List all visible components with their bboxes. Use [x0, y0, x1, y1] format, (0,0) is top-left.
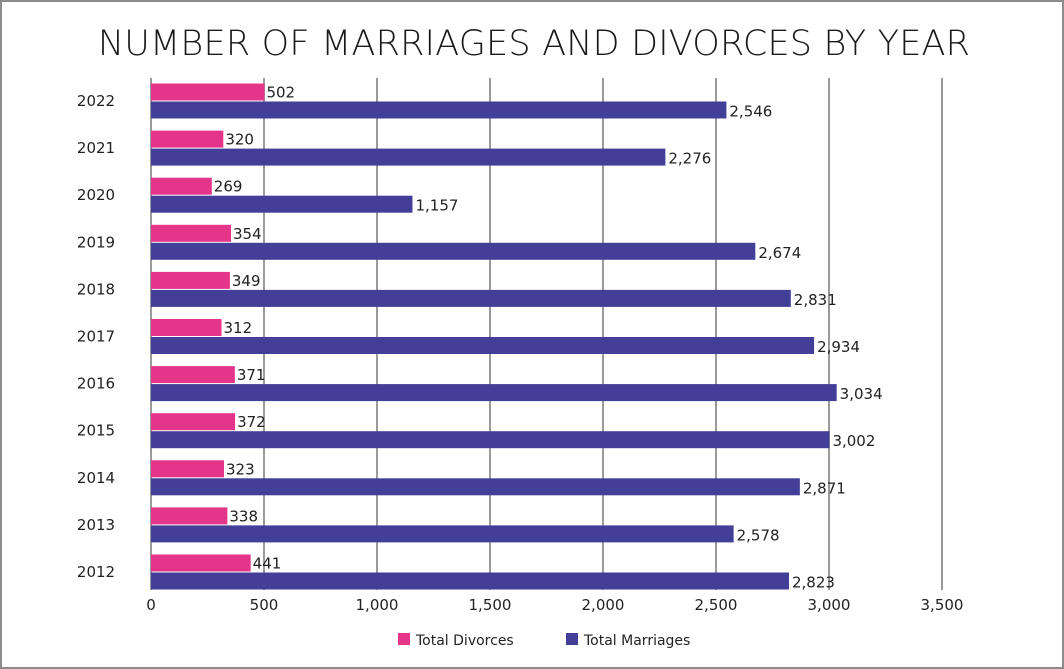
x-tick-label: 2,000	[582, 596, 625, 614]
data-label-divorces: 371	[237, 366, 266, 384]
bar-total-divorces	[151, 83, 265, 101]
legend-label: Total Divorces	[415, 633, 514, 649]
x-tick-label: 1,500	[469, 596, 512, 614]
data-label-divorces: 354	[233, 225, 262, 243]
data-label-divorces: 323	[226, 460, 255, 478]
bar-total-marriages	[151, 101, 727, 119]
bar-total-divorces	[151, 507, 228, 525]
bar-total-divorces	[151, 413, 236, 431]
data-label-divorces: 502	[266, 84, 295, 102]
x-tick-label: 3,500	[921, 596, 964, 614]
bar-total-marriages	[151, 148, 666, 166]
bar-total-divorces	[151, 130, 224, 148]
x-tick-label: 1,000	[356, 596, 399, 614]
legend-label: Total Marriages	[583, 633, 690, 649]
data-label-divorces: 338	[229, 507, 258, 525]
y-tick-label: 2014	[77, 469, 115, 487]
bar-total-marriages	[151, 478, 800, 496]
y-tick-label: 2016	[77, 375, 115, 393]
data-label-marriages: 3,002	[832, 432, 875, 450]
bars	[151, 83, 837, 590]
bar-total-divorces	[151, 460, 224, 478]
data-label-marriages: 2,871	[803, 479, 846, 497]
data-labels: 502 2,546 320 2,276 269 1,157 354 2,674 349 2,831…	[214, 84, 883, 592]
x-tick-label: 0	[146, 596, 156, 614]
data-label-marriages: 2,578	[737, 526, 780, 544]
y-tick-label: 2019	[77, 233, 115, 251]
bar-total-divorces	[151, 271, 230, 289]
data-label-divorces: 349	[232, 272, 261, 290]
legend-swatch	[398, 633, 410, 645]
bar-total-divorces	[151, 366, 235, 384]
bar-total-divorces	[151, 177, 212, 195]
bar-total-marriages	[151, 384, 837, 402]
y-tick-label: 2012	[77, 563, 115, 581]
x-tick-label: 500	[250, 596, 279, 614]
y-tick-label: 2020	[77, 186, 115, 204]
data-label-divorces: 312	[224, 319, 253, 337]
bar-total-marriages	[151, 572, 789, 590]
y-tick-label: 2018	[77, 280, 115, 298]
x-tick-label: 2,500	[695, 596, 738, 614]
bar-total-marriages	[151, 337, 815, 354]
bar-total-marriages	[151, 195, 413, 213]
data-label-divorces: 372	[237, 413, 266, 431]
data-label-marriages: 2,546	[729, 103, 772, 121]
y-tick-label: 2017	[77, 328, 115, 346]
legend: Total Divorces Total Marriages	[398, 633, 690, 649]
data-label-marriages: 2,831	[794, 291, 837, 309]
x-axis-tick-labels: 0 500 1,000 1,500 2,000 2,500 3,000 3,500	[146, 596, 963, 614]
y-tick-label: 2021	[77, 139, 115, 157]
bar-total-marriages	[151, 525, 734, 543]
data-label-marriages: 2,934	[817, 338, 860, 356]
bar-total-marriages	[151, 289, 791, 307]
bar-total-divorces	[151, 224, 232, 242]
bar-total-marriages	[151, 242, 756, 260]
y-axis-tick-labels: 2022 2021 2020 2019 2018 2017 2016 2015 2014 2013…	[77, 92, 115, 581]
bar-total-divorces	[151, 554, 251, 572]
data-label-divorces: 269	[214, 178, 243, 196]
data-label-marriages: 2,276	[668, 150, 711, 168]
bar-total-divorces	[151, 319, 222, 336]
bar-total-marriages	[151, 431, 830, 449]
data-label-marriages: 3,034	[840, 385, 883, 403]
data-label-marriages: 1,157	[415, 197, 458, 215]
data-label-marriages: 2,823	[792, 574, 835, 592]
chart-title: NUMBER OF MARRIAGES AND DIVORCES BY YEAR	[98, 24, 970, 64]
y-tick-label: 2013	[77, 516, 115, 534]
y-tick-label: 2022	[77, 92, 115, 110]
y-tick-label: 2015	[77, 422, 115, 440]
x-tick-label: 3,000	[808, 596, 851, 614]
legend-swatch	[566, 633, 578, 645]
data-label-divorces: 441	[253, 555, 282, 573]
data-label-divorces: 320	[225, 131, 254, 149]
data-label-marriages: 2,674	[758, 244, 801, 262]
